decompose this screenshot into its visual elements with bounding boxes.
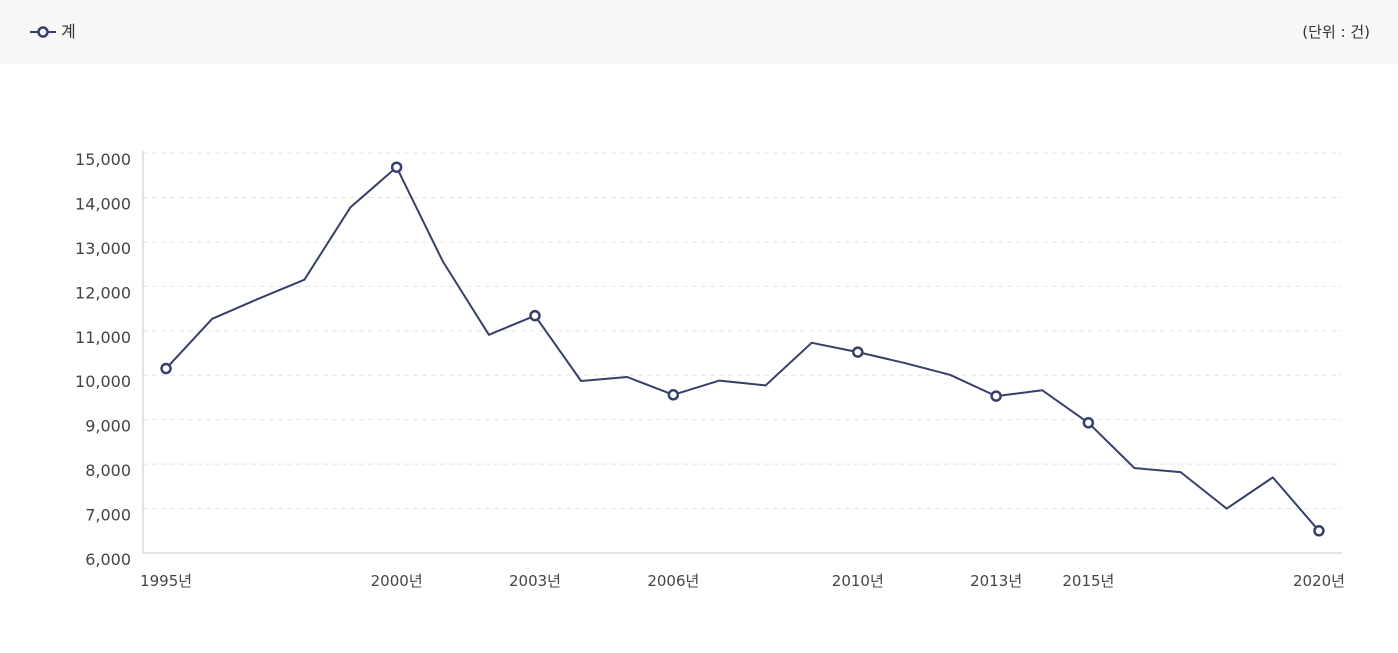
- y-tick-label: 13,000: [75, 239, 131, 258]
- grid-lines: [143, 152, 1342, 510]
- y-tick-label: 12,000: [75, 283, 131, 302]
- y-tick-label: 7,000: [85, 506, 131, 525]
- x-tick-label: 2013년: [970, 572, 1022, 590]
- y-tick-label: 11,000: [75, 328, 131, 347]
- x-tick-label: 2000년: [371, 572, 423, 590]
- series-markers: [160, 161, 1325, 537]
- y-tick-label: 15,000: [75, 150, 131, 169]
- legend-line-marker-icon: [30, 26, 56, 38]
- x-tick-label: 1995년: [140, 572, 192, 590]
- x-tick-label: 2006년: [647, 572, 699, 590]
- data-point-2015[interactable]: [1082, 417, 1095, 429]
- data-point-2003[interactable]: [529, 309, 541, 322]
- x-tick-label: 2010년: [832, 572, 884, 590]
- series-line: [165, 166, 1320, 532]
- x-tick-label: 2020년: [1293, 572, 1345, 590]
- legend: 계: [30, 20, 76, 44]
- unit-label: (단위 : 건): [1302, 23, 1370, 41]
- data-point-2000[interactable]: [390, 161, 403, 173]
- y-tick-label: 10,000: [75, 372, 131, 391]
- data-point-2013[interactable]: [990, 390, 1002, 402]
- line-chart: 15,000 14,000 13,000 12,000 11,000 10,000 9,00…: [75, 150, 1345, 590]
- y-tick-label: 14,000: [75, 194, 131, 213]
- x-axis-ticks: 1995년 2000년 2003년 2006년 2010년 2013년 2015년 2020년: [140, 572, 1345, 590]
- y-tick-label: 6,000: [85, 550, 131, 569]
- axes: [142, 151, 1342, 554]
- x-tick-label: 2003년: [509, 572, 561, 590]
- y-tick-label: 9,000: [85, 417, 131, 436]
- data-point-2010[interactable]: [852, 346, 864, 358]
- data-point-1995[interactable]: [160, 362, 172, 375]
- legend-label: 계: [61, 22, 76, 41]
- data-point-2006[interactable]: [667, 389, 680, 401]
- x-tick-label: 2015년: [1062, 572, 1114, 590]
- y-axis-ticks: 15,000 14,000 13,000 12,000 11,000 10,000 9,00…: [75, 150, 131, 569]
- data-point-2020[interactable]: [1313, 525, 1325, 537]
- series-line: [165, 166, 1320, 532]
- y-tick-label: 8,000: [85, 461, 131, 480]
- legend-bar: 계 (단위 : 건): [0, 0, 1398, 64]
